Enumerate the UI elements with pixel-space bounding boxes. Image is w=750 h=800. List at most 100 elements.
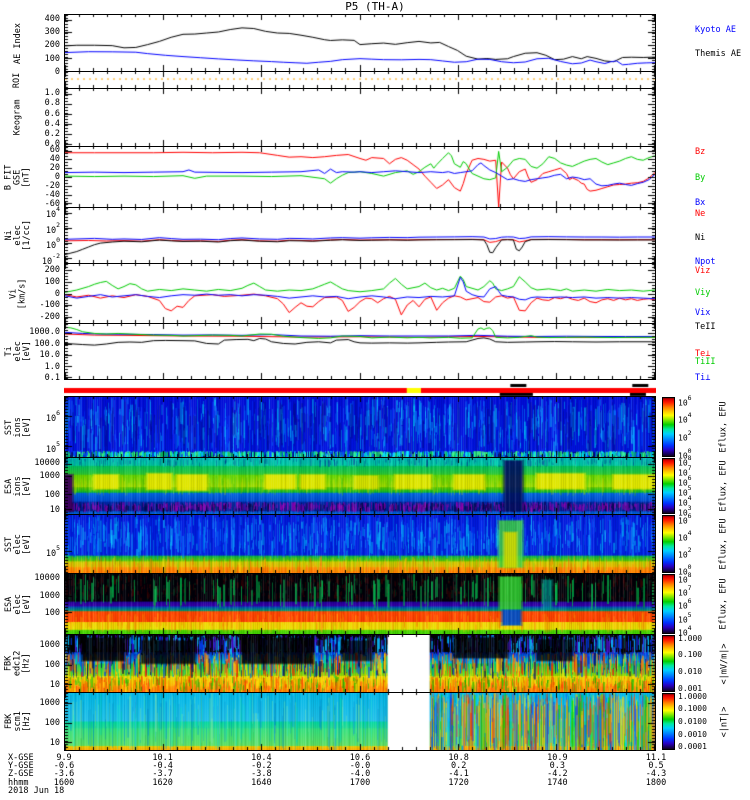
y-tick-vi-0: 200	[44, 264, 60, 275]
axis-value: -4.1	[448, 769, 469, 780]
colorbar-sst_e	[662, 515, 675, 573]
legend-vi-viz: Viz	[695, 266, 711, 277]
y-tick-ae-3: 100	[44, 53, 60, 64]
y-axis-label-sst_e: SST elec [eV]	[0, 514, 36, 574]
axis-row-label: Y-GSE	[8, 761, 34, 772]
legend-ae-kyotoae: Kyoto AE	[695, 24, 736, 35]
panel-canvas-bfit	[65, 147, 655, 207]
y-tick-fbk_e-2: 10	[49, 679, 60, 690]
y-tick-ti-4: 0.1	[44, 373, 60, 384]
panel-canvas-keo	[65, 89, 655, 146]
y-tick-keo-0: 1.0	[44, 88, 60, 99]
y-tick-fbk_e-1: 100	[44, 659, 60, 670]
axis-value: 1700	[349, 777, 371, 788]
legend-ni-ne: Ne	[695, 208, 706, 219]
y-tick-bfit-4: -20	[44, 181, 60, 192]
y-tick-bfit-6: -60	[44, 199, 60, 210]
y-tick-esa_i-1: 1000	[39, 471, 60, 482]
axis-value: -0.4	[152, 761, 173, 772]
colorbar-fbk_b	[662, 693, 675, 750]
y-tick-ni-1: 102	[45, 220, 60, 236]
axis-row-label: hhmm	[8, 777, 29, 788]
y-tick-bfit-5: -40	[44, 190, 60, 201]
y-tick-fbk_b-1: 100	[44, 717, 60, 728]
colorbar-tick-fbk_b-1: 0.1000	[678, 704, 707, 714]
colorbar-tick-sst_e-3: 100	[678, 563, 692, 577]
y-tick-vi-4: -200	[39, 312, 60, 323]
panel-canvas-fbk_e	[65, 635, 655, 692]
y-tick-esa_e-0: 10000	[34, 572, 60, 583]
axis-value: -3.8	[251, 769, 272, 780]
colorbar-tick-fbk_b-3: 0.0010	[678, 729, 707, 739]
y-tick-esa_e-2: 100	[44, 607, 60, 618]
y-tick-ti-3: 1.0	[44, 361, 60, 372]
panel-canvas-ti	[65, 324, 655, 379]
axis-value: 10.4	[251, 753, 272, 763]
y-tick-esa_i-2: 100	[44, 489, 60, 500]
legend-ti-te: Te⊥	[695, 348, 711, 359]
panel-canvas-vi	[65, 264, 655, 323]
y-tick-sst_i-1: 105	[45, 439, 60, 455]
y-tick-esa_e-1: 1000	[39, 590, 60, 601]
y-tick-ae-0: 400	[44, 13, 60, 24]
y-tick-bfit-1: 40	[49, 153, 60, 164]
legend-ti-ti: Ti⊥	[695, 373, 711, 384]
colorbar-tick-sst_i-0: 106	[678, 393, 692, 408]
axis-value: 1620	[152, 777, 173, 788]
axis-row-label: Z-GSE	[8, 769, 34, 780]
date-label: 2018 Jun 18	[8, 786, 65, 796]
axis-row-zgse: Z-GSE -3.6 -3.7 -3.8 -4.0 -4.1 -4.2 -4.3	[0, 769, 750, 780]
y-axis-label-roi: ROI	[0, 71, 36, 89]
colorbar-unit-text-esa_i: Eflux, EFU	[719, 460, 729, 512]
y-tick-ae-1: 300	[44, 27, 60, 37]
colorbar-tick-esa_e-4: 104	[678, 624, 692, 638]
colorbar-unit-esa_e: Eflux, EFU	[714, 573, 734, 635]
axis-value: -4.2	[547, 769, 568, 780]
colorbar-tick-esa_e-3: 105	[678, 610, 692, 625]
y-tick-vi-1: 100	[44, 276, 60, 287]
colorbar-tick-sst_i-3: 100	[678, 447, 692, 461]
axis-value: -3.6	[53, 769, 75, 780]
panel-canvas-fbk_b	[65, 693, 655, 750]
y-tick-keo-2: 0.6	[44, 108, 60, 119]
panel-vi	[64, 263, 656, 324]
y-tick-ni-0: 104	[45, 204, 60, 220]
axis-value: 10.6	[349, 753, 371, 763]
colorbar-tick-fbk_e-0: 1.000	[678, 633, 703, 643]
panel-esa_i	[64, 457, 656, 515]
colorbar-unit-text-fbk_e: <|mV/m|>	[719, 643, 730, 684]
legend-vi-vix: Vix	[695, 307, 711, 318]
colorbar-tick-esa_i-4: 104	[678, 494, 692, 509]
y-tick-ni-3: 10-2	[41, 252, 60, 268]
panel-roi	[64, 71, 656, 89]
panel-sst_e	[64, 514, 656, 574]
y-tick-keo-3: 0.4	[44, 118, 60, 129]
axis-value: 1720	[448, 777, 469, 788]
panel-ti	[64, 323, 656, 380]
panel-canvas-esa_e	[65, 574, 655, 634]
colorbar-unit-text-sst_e: Eflux, EFU	[719, 518, 729, 570]
axis-value: 1600	[53, 777, 75, 788]
plot-title: P5 (TH-A)	[345, 0, 405, 13]
colorbar-tick-fbk_e-2: 0.010	[678, 667, 703, 677]
y-tick-esa_i-3: 10	[49, 504, 60, 515]
y-tick-keo-5: 0.0	[44, 139, 60, 150]
panel-canvas-esa_i	[65, 458, 655, 514]
axis-value: -4.0	[349, 769, 371, 780]
panel-sst_i	[64, 396, 656, 458]
axis-value: 10.9	[547, 753, 568, 763]
axis-row-ygse: Y-GSE -0.6 -0.4 -0.2 -0.0 0.2 0.3 0.5	[0, 761, 750, 772]
colorbar-tick-sst_i-2: 102	[678, 429, 692, 443]
panel-ae	[64, 14, 656, 72]
legend-ti-teii: TeII	[695, 321, 716, 332]
colorbar-tick-esa_i-5: 103	[678, 504, 692, 519]
colorbar-tick-sst_i-1: 104	[678, 411, 692, 426]
colorbar-sst_i	[662, 397, 675, 457]
axis-value: 1740	[547, 777, 568, 788]
y-tick-esa_i-0: 10000	[34, 457, 60, 468]
y-tick-fbk_b-0: 1000	[39, 697, 60, 708]
colorbar-unit-text-fbk_b: <|nT|>	[719, 706, 729, 737]
panel-canvas-ae	[65, 15, 655, 71]
axis-value: -0.2	[251, 761, 272, 772]
